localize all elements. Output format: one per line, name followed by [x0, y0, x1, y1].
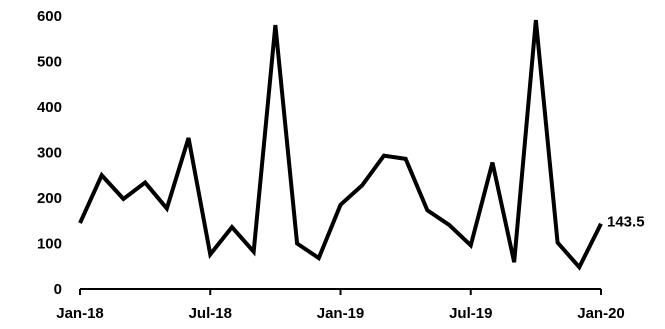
x-tick-label: Jul-18: [189, 305, 232, 322]
y-tick-label: 100: [37, 236, 62, 253]
y-tick-label: 300: [37, 145, 62, 162]
x-tick-label: Jan-19: [317, 305, 365, 322]
y-tick-label: 500: [37, 54, 62, 71]
x-axis-ticks: Jan-18 Jul-18 Jan-19 Jul-19 Jan-20: [56, 289, 625, 322]
x-tick-label: Jul-19: [449, 305, 492, 322]
end-value-label: 143.5: [607, 214, 645, 231]
y-tick-label: 400: [37, 99, 62, 116]
y-tick-label: 200: [37, 190, 62, 207]
y-tick-label: 600: [37, 8, 62, 25]
x-tick-label: Jan-18: [56, 305, 104, 322]
y-tick-label: 0: [54, 281, 62, 298]
series-line: [78, 19, 603, 271]
x-tick-label: Jan-20: [577, 305, 625, 322]
y-axis-ticks: 0 100 200 300 400 500 600: [37, 8, 62, 298]
